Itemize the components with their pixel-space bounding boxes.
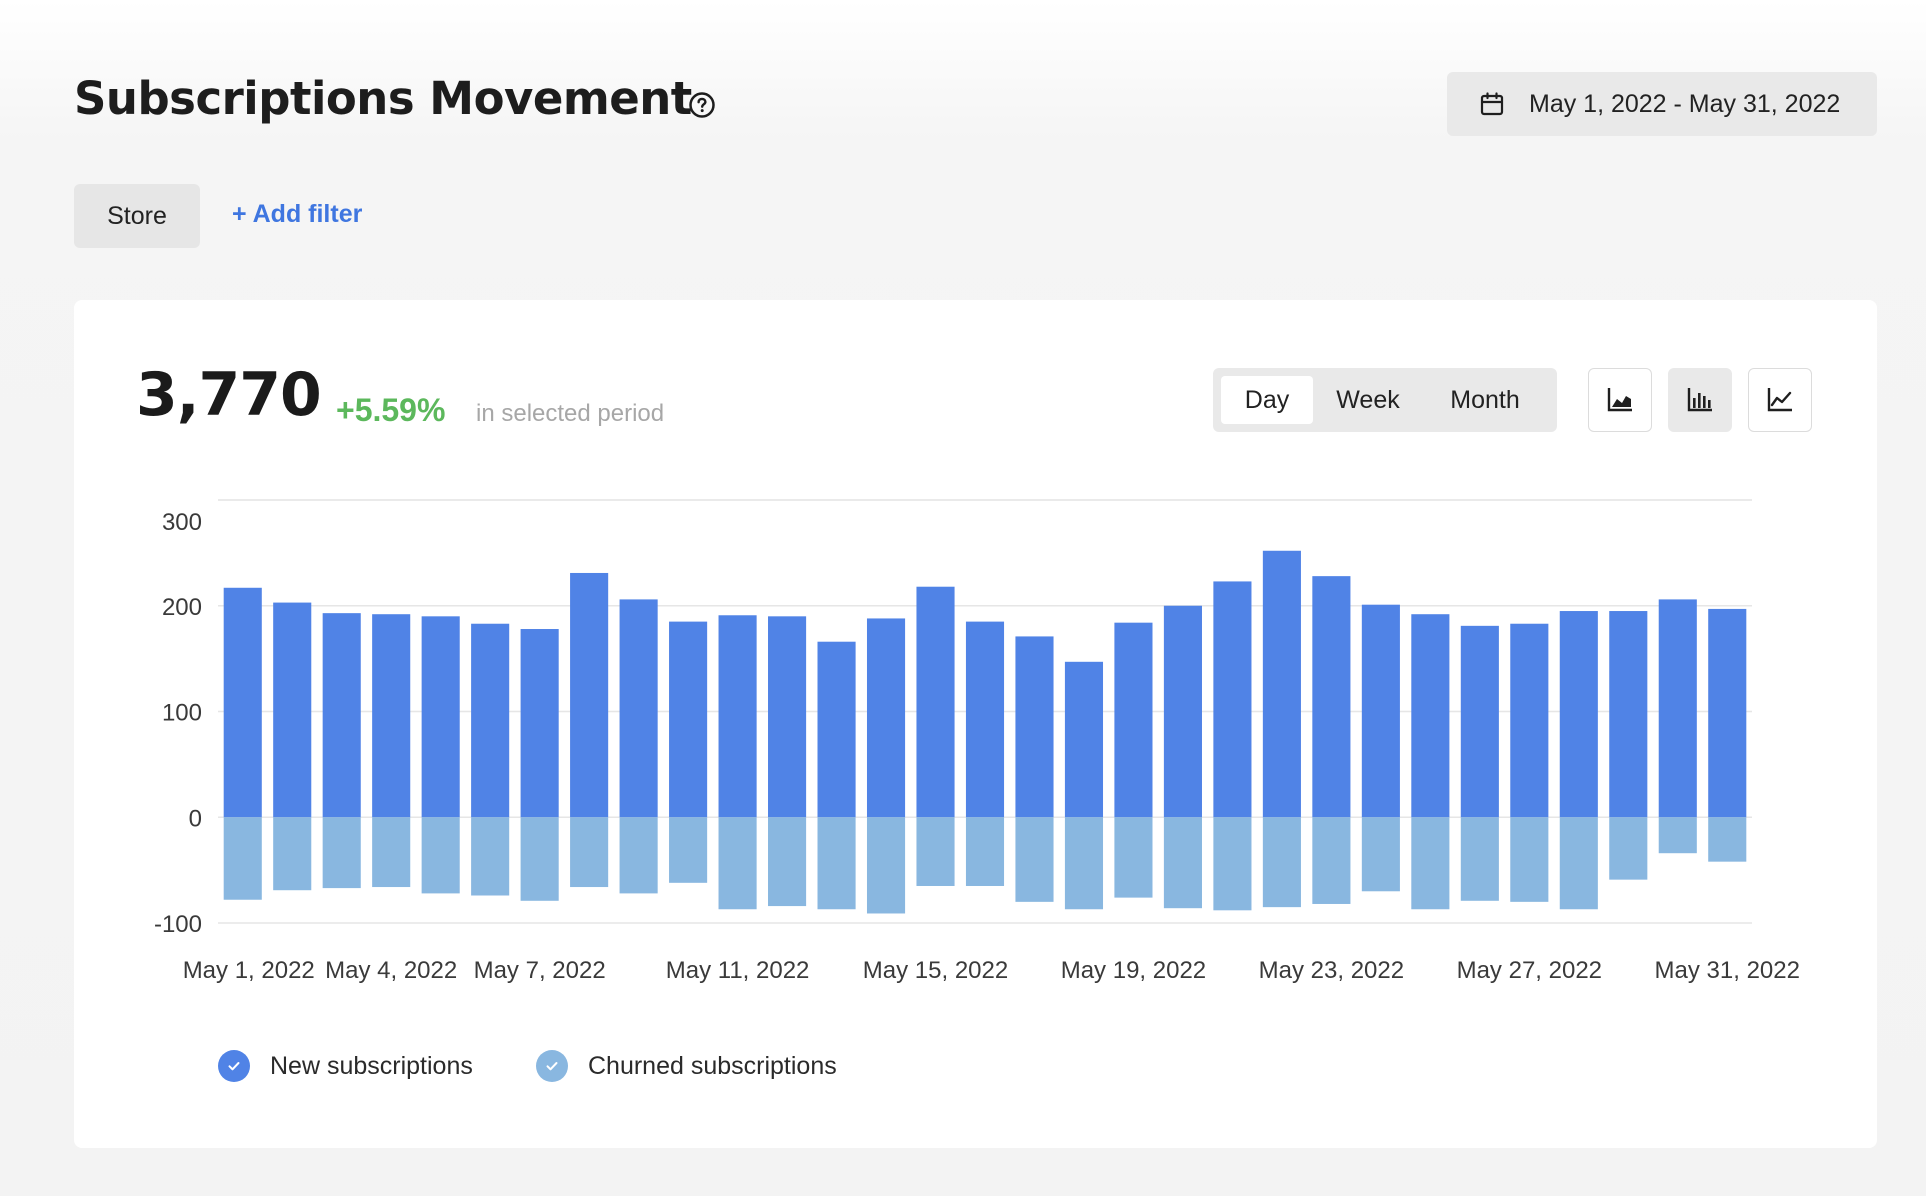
legend-churned-subscriptions[interactable]: Churned subscriptions <box>536 1050 837 1082</box>
bar-chart-button[interactable] <box>1668 368 1732 432</box>
period-toggle: Day Week Month <box>1213 368 1557 432</box>
area-chart-button[interactable] <box>1588 368 1652 432</box>
area-chart-icon <box>1607 388 1632 412</box>
total-value: 3,770 <box>136 360 322 430</box>
period-label: in selected period <box>476 400 665 427</box>
legend-label: Churned subscriptions <box>588 1051 837 1080</box>
date-range-label: May 1, 2022 - May 31, 2022 <box>1529 89 1841 118</box>
checkmark-icon <box>218 1050 250 1082</box>
date-range-picker[interactable]: May 1, 2022 - May 31, 2022 <box>1447 72 1877 136</box>
line-chart-button[interactable] <box>1748 368 1812 432</box>
line-chart-icon <box>1767 388 1792 412</box>
calendar-icon <box>1480 92 1504 116</box>
store-filter-button[interactable]: Store <box>74 184 200 248</box>
change-percent: +5.59% <box>336 392 446 428</box>
period-month-option[interactable]: Month <box>1450 385 1520 414</box>
add-filter-link[interactable]: + Add filter <box>232 200 363 228</box>
bar-chart-icon <box>1687 388 1712 412</box>
legend-label: New subscriptions <box>270 1051 473 1080</box>
help-icon[interactable] <box>688 91 716 119</box>
checkmark-icon <box>536 1050 568 1082</box>
page-title: Subscriptions Movement <box>74 72 692 125</box>
period-day-option[interactable]: Day <box>1221 376 1313 424</box>
legend-new-subscriptions[interactable]: New subscriptions <box>218 1050 473 1082</box>
period-week-option[interactable]: Week <box>1336 385 1400 414</box>
